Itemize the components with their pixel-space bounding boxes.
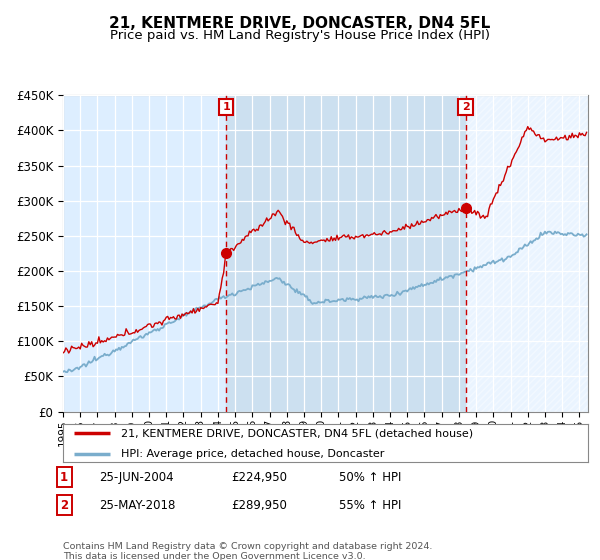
Bar: [466, 95, 588, 412]
Bar: [226, 95, 466, 412]
Text: 2: 2: [60, 498, 68, 512]
Text: 55% ↑ HPI: 55% ↑ HPI: [339, 498, 401, 512]
Text: Price paid vs. HM Land Registry's House Price Index (HPI): Price paid vs. HM Land Registry's House …: [110, 29, 490, 42]
Bar: [466, 95, 588, 412]
Text: 25-JUN-2004: 25-JUN-2004: [99, 470, 173, 484]
Text: HPI: Average price, detached house, Doncaster: HPI: Average price, detached house, Donc…: [121, 449, 384, 459]
Text: 1: 1: [60, 470, 68, 484]
Text: 1: 1: [223, 102, 230, 112]
Text: 21, KENTMERE DRIVE, DONCASTER, DN4 5FL: 21, KENTMERE DRIVE, DONCASTER, DN4 5FL: [109, 16, 491, 31]
Text: £224,950: £224,950: [231, 470, 287, 484]
Text: 21, KENTMERE DRIVE, DONCASTER, DN4 5FL (detached house): 21, KENTMERE DRIVE, DONCASTER, DN4 5FL (…: [121, 428, 473, 438]
Text: 50% ↑ HPI: 50% ↑ HPI: [339, 470, 401, 484]
Text: 25-MAY-2018: 25-MAY-2018: [99, 498, 175, 512]
Text: 2: 2: [462, 102, 469, 112]
Text: Contains HM Land Registry data © Crown copyright and database right 2024.
This d: Contains HM Land Registry data © Crown c…: [63, 542, 433, 560]
Text: £289,950: £289,950: [231, 498, 287, 512]
